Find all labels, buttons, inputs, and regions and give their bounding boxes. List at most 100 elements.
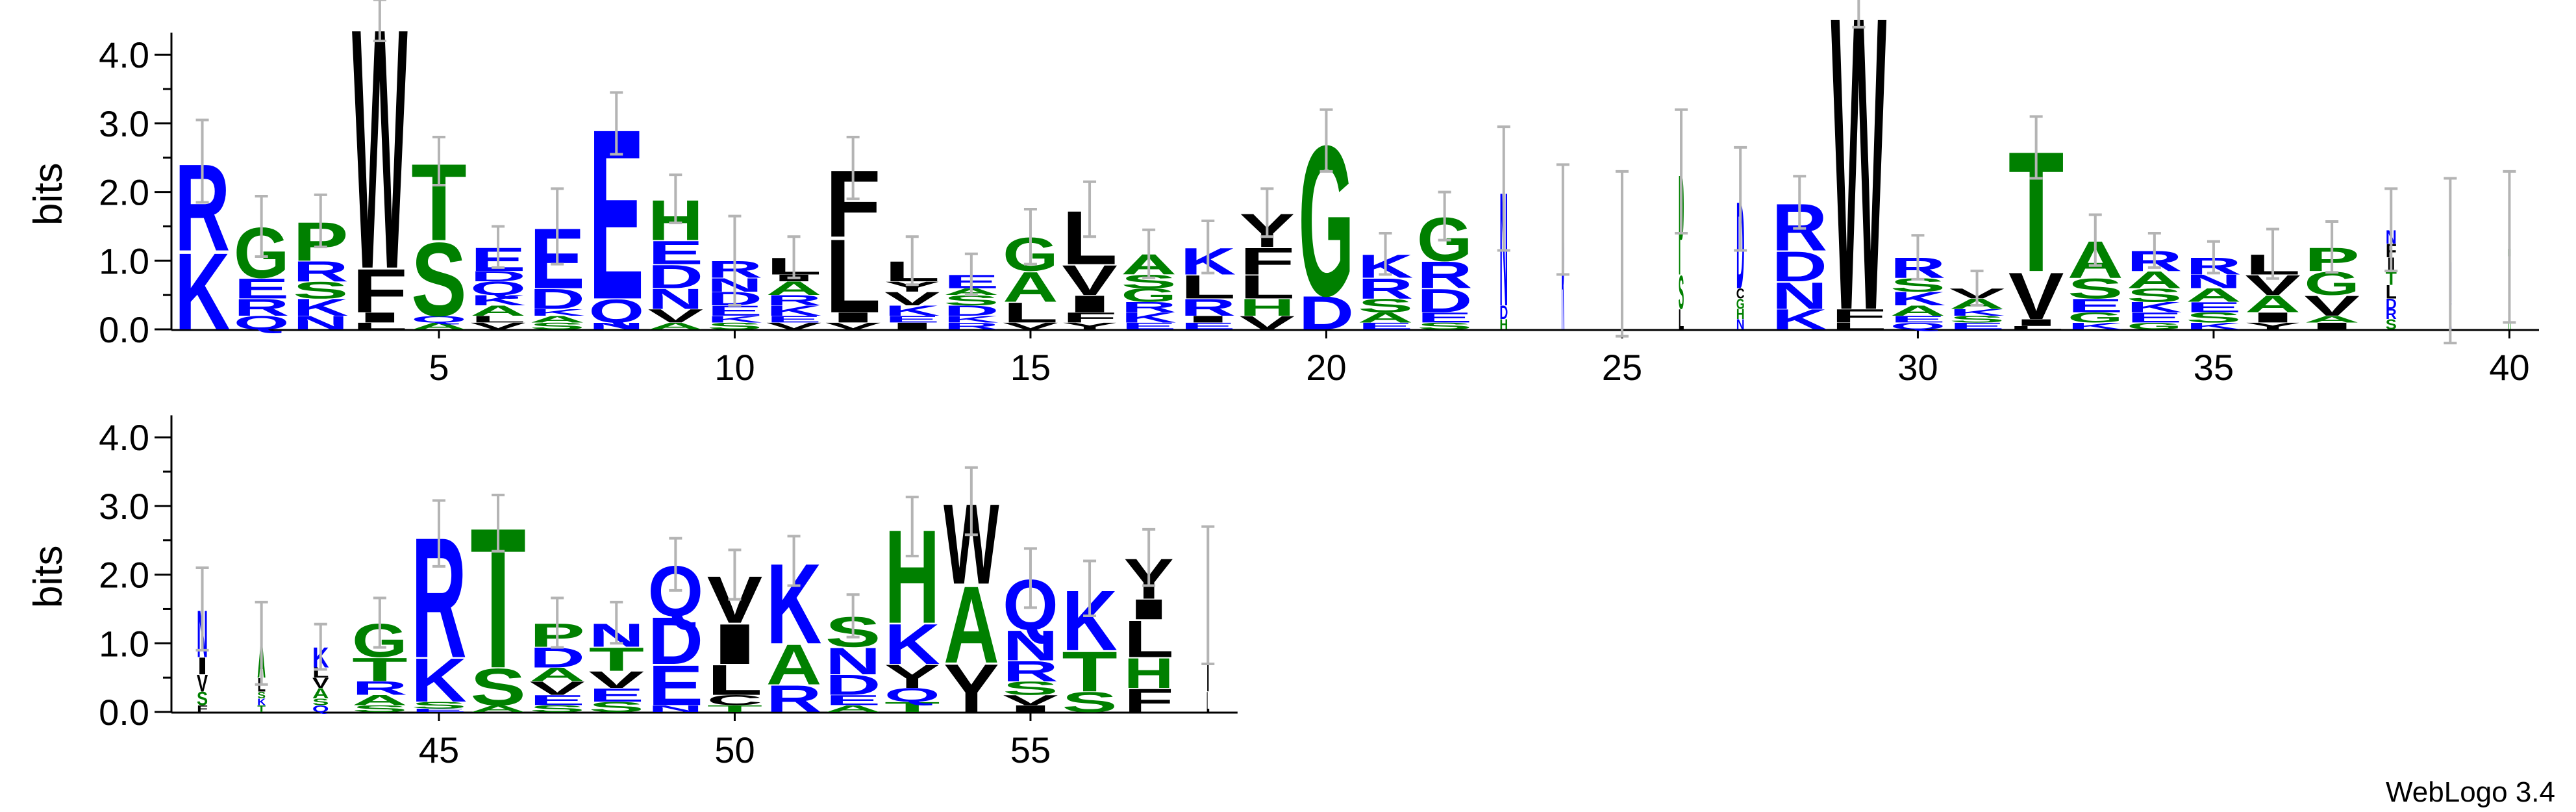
logo-letter: A: [944, 565, 999, 687]
footer: WebLogo 3.4: [2386, 776, 2555, 808]
logo-letter: E: [766, 314, 822, 324]
logo-letter: W: [352, 0, 408, 341]
y-tick-label: 0.0: [99, 692, 149, 733]
letter-stack: KNDR: [1771, 190, 1827, 336]
logo-letter: K: [2186, 321, 2242, 331]
logo-letter: S: [197, 688, 208, 709]
logo-letter: E: [1358, 321, 1414, 331]
logo-letter: A: [2127, 267, 2182, 294]
logo-letter: Y: [884, 657, 940, 695]
logo-letter: I: [884, 321, 940, 331]
y-tick-label: 0.0: [99, 309, 149, 350]
letter-stack: LFW: [1831, 0, 1887, 398]
logo-letter: C: [1736, 286, 1745, 302]
y-tick-label: 3.0: [99, 486, 149, 527]
logo-letter: S: [2186, 309, 2242, 325]
logo-letter: E: [648, 234, 704, 272]
logo-letter: R: [1003, 655, 1058, 687]
logo-letter: E: [648, 653, 704, 717]
logo-letter: L: [1124, 611, 1174, 668]
logo-letter: V: [648, 305, 704, 327]
y-tick-label: 1.0: [99, 623, 149, 664]
logo-letter: S: [1417, 321, 1473, 331]
logo-letter: E: [1949, 321, 2005, 331]
logo-letter: R: [1562, 192, 1564, 362]
logo-letter: R: [1121, 299, 1177, 316]
letter-stack: SRDLTIFN: [2386, 227, 2397, 333]
logo-letter: L: [2008, 325, 2064, 330]
logo-letter: G: [2068, 309, 2123, 325]
logo-letter: F: [1124, 682, 1174, 719]
logo-letter: K: [529, 307, 585, 318]
logo-letter: N: [293, 312, 349, 333]
logo-letter: S: [257, 690, 266, 701]
logo-letter: E: [825, 692, 881, 708]
logo-letter: T: [1062, 640, 1118, 704]
logo-letter: D: [1417, 282, 1473, 320]
logo-letter: S: [470, 657, 526, 716]
logo-letter: I: [2245, 309, 2301, 325]
logo-letter: S: [1679, 266, 1684, 320]
logo-letter: K: [175, 231, 231, 353]
x-tick-label: 40: [2489, 347, 2529, 388]
logo-letter: S: [411, 700, 467, 711]
y-tick-label: 4.0: [99, 417, 149, 458]
logo-letter: A: [825, 704, 881, 714]
logo-letter: Y: [944, 651, 999, 727]
logo-letter: A: [1003, 263, 1058, 311]
logo-letter: Q: [884, 684, 940, 705]
logo-letter: V: [588, 666, 644, 693]
logo-letter: I: [1180, 314, 1236, 324]
logo-letter: H: [1736, 307, 1745, 323]
x-tick-label: 50: [714, 730, 755, 770]
logo-letter: E: [1890, 314, 1946, 324]
logo-letter: Q: [312, 704, 329, 714]
logo-letter: K: [293, 294, 349, 321]
letter-stack: R: [1562, 192, 1564, 362]
logo-letter: V: [2008, 259, 2064, 333]
logo-letter: V: [197, 670, 208, 696]
logo-letter: V: [766, 321, 822, 331]
logo-letter: V: [825, 321, 881, 331]
logo-letter: R: [2386, 306, 2397, 322]
logo-letter: S: [588, 699, 644, 715]
logo-letter: E: [1417, 309, 1473, 325]
logo-letter: V: [884, 288, 940, 309]
logo-letter: Y: [1062, 321, 1118, 331]
logo-letter: L: [352, 321, 408, 331]
logo-letter: S: [1949, 314, 2005, 324]
logo-letter: L: [825, 218, 881, 335]
logo-letter: I: [707, 613, 763, 676]
logo-letter: H: [1240, 294, 1295, 321]
logo-letter: S: [529, 321, 585, 331]
y-axis-title: bits: [26, 162, 71, 225]
letter-stack: NEDQ: [648, 552, 704, 718]
logo-letter: V: [1003, 692, 1058, 708]
logo-letter: F: [352, 257, 408, 325]
logo-letter: S: [529, 704, 585, 714]
logo-letter: E: [1180, 321, 1236, 331]
logo-letter: H: [1499, 318, 1508, 333]
logo-letter: K: [1121, 309, 1177, 325]
logo-letter: F: [1240, 240, 1295, 283]
logo-letter: G: [1121, 285, 1177, 306]
logo-letter: A: [2245, 291, 2301, 318]
logo-letter: K: [1890, 288, 1946, 309]
logo-letter: E: [1121, 321, 1177, 331]
logo-letter: V: [470, 321, 526, 331]
logo-letter: E: [2127, 309, 2182, 325]
logo-letter: V: [1062, 256, 1118, 304]
logo-letter: A: [766, 633, 822, 696]
logo-letter: S: [293, 277, 349, 304]
logo-letter: K: [2068, 321, 2123, 331]
logo-letter: A: [470, 704, 526, 714]
logo-letter: K: [257, 696, 266, 707]
logo-letter: A: [529, 664, 585, 685]
logo-letter: R: [352, 678, 408, 699]
